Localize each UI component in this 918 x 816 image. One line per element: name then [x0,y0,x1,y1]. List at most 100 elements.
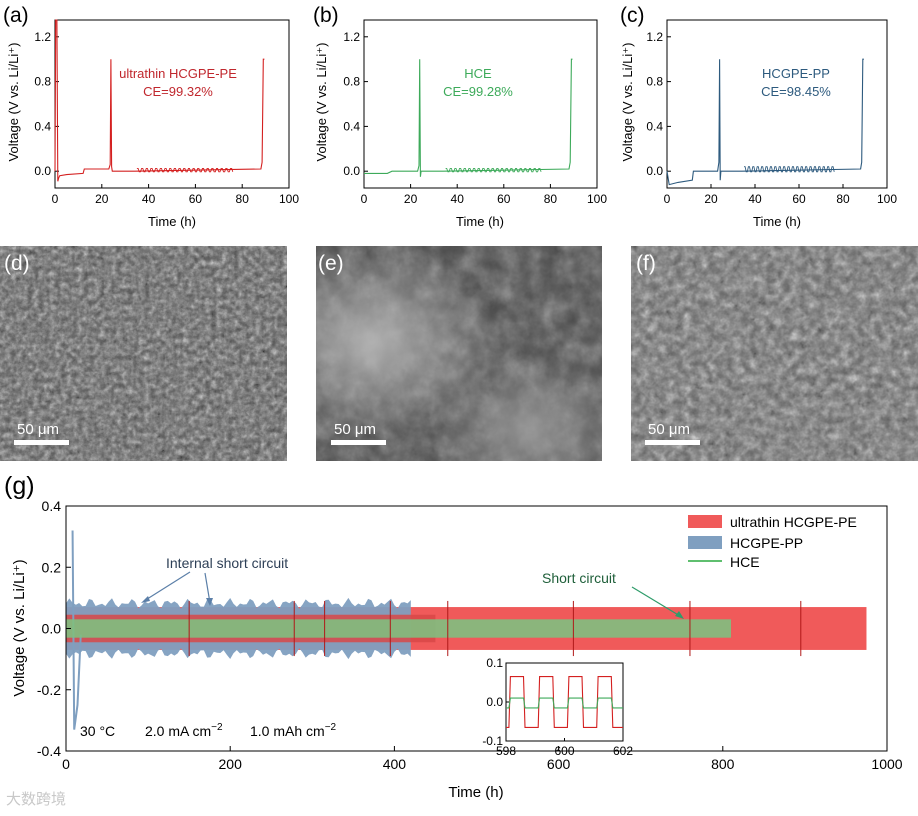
scale-bar-e [331,440,386,445]
inset-curve-pe [506,676,623,728]
annotation-a-line2: CE=99.32% [143,84,213,99]
voltage-curve-a [54,19,265,182]
y-tick-label-c-1: 0.4 [646,119,663,133]
condition-current-exponent: −2 [211,722,223,733]
scale-bar-label-f: 50 μm [648,421,690,438]
condition-temperature: 30 °C [80,723,115,739]
inset-y-tick-label-1: 0.0 [486,695,503,709]
condition-capacity-exponent: −2 [325,722,337,733]
condition-capacity-text: 1.0 mAh cm [250,723,325,739]
x-tick-label-b-2: 40 [451,192,465,206]
x-axis-title-g: Time (h) [448,784,503,801]
annotation-b-line2: CE=99.28% [443,84,513,99]
legend-label-hce: HCE [730,554,760,570]
ticks-b: 0 20 40 60 80 100 0.0 0.4 0.8 1.2 [343,30,607,206]
panel-g: (g) Voltage (V vs. Li/Li⁺) 0 200 400 600 800… [4,472,903,801]
sem-e-bright-region-2 [316,246,602,461]
annotation-short-circuit: Short circuit [542,570,616,586]
y-axis-label-c: Voltage (V vs. Li/Li⁺) [620,43,635,162]
panel-label-f: (f) [636,252,656,275]
y-axis-title-b: Voltage (V vs. Li/Li⁺) [314,43,329,162]
panel-label-d: (d) [4,252,30,275]
cycling-oscillation-c [744,166,835,173]
annotation-a-line1: ultrathin HCGPE-PE [119,66,237,81]
x-tick-label-b-1: 20 [404,192,418,206]
y-tick-label-b-2: 0.8 [343,75,360,89]
y-tick-label-g-1: -0.2 [37,682,61,698]
panel-c: (c) Voltage (V vs. Li/Li⁺) 0 20 40 60 80 1000… [620,4,897,229]
condition-current: 2.0 mA cm−2 [145,722,223,739]
y-axis-title-g: Voltage (V vs. Li/Li⁺) [11,559,28,696]
legend-g: ultrathin HCGPE-PE HCGPE-PP HCE [688,514,857,570]
x-axis-title-c: Time (h) [753,214,801,229]
inset-x-tick-label-0: 598 [496,744,516,758]
ticks-g: 0 200 400 600 800 1000 -0.4 -0.2 0.0 0.2 0.4 [37,498,903,772]
y-tick-label-a-1: 0.4 [34,119,51,133]
x-tick-label-a-5: 100 [279,192,299,206]
inset-y-tick-label-2: 0.1 [486,656,503,670]
legend-swatch-hce [688,560,722,562]
panel-label-b: (b) [313,4,339,27]
scale-bar-label-e: 50 μm [334,421,376,438]
x-tick-label-c-3: 60 [792,192,806,206]
sem-image-e: (e) 50 μm [316,246,602,461]
inset-y-tick-label-0: -0.1 [482,734,503,748]
y-tick-label-b-3: 1.2 [343,30,360,44]
voltage-curve-c [666,58,864,186]
cycling-oscillation-b [445,167,542,173]
annotation-internal-short: Internal short circuit [166,555,288,571]
x-tick-label-c-4: 80 [836,192,850,206]
panel-b: (b) Voltage (V vs. Li/Li⁺) 0 20 40 60 80 1000… [313,4,607,229]
y-tick-label-c-3: 1.2 [646,30,663,44]
y-axis-label-b: Voltage (V vs. Li/Li⁺) [314,43,329,162]
scale-bar-d [14,440,69,445]
x-tick-label-a-0: 0 [52,192,59,206]
legend-label-pe: ultrathin HCGPE-PE [730,514,857,530]
inset-frame [505,662,624,742]
plot-frame-a [54,19,290,189]
x-tick-label-c-5: 100 [877,192,897,206]
y-tick-label-a-0: 0.0 [34,164,51,178]
x-axis-title-a: Time (h) [148,214,196,229]
y-tick-label-g-2: 0.0 [42,621,62,637]
x-tick-label-g-1: 200 [219,756,243,772]
panel-label-c: (c) [620,4,645,27]
voltage-bands-g [66,530,867,730]
inset-x-tick-label-2: 602 [613,744,633,758]
legend-label-pp: HCGPE-PP [730,535,803,551]
y-tick-label-b-0: 0.0 [343,164,360,178]
inset-g: 598 600 602 -0.1 0.0 0.1 [482,656,633,758]
arrowhead-short-circuit [675,611,684,619]
plot-frame-c [666,19,888,189]
ticks-a: 0 20 40 60 80 100 0.0 0.4 0.8 1.2 [34,30,299,206]
arrow-short-circuit [631,586,681,617]
oscillation-trace-a [136,167,234,173]
x-tick-label-a-1: 20 [95,192,109,206]
y-axis-label-g: Voltage (V vs. Li/Li⁺) [11,559,28,696]
x-tick-label-g-5: 1000 [871,756,902,772]
x-axis-title-b: Time (h) [456,214,504,229]
condition-current-text: 2.0 mA cm [145,723,211,739]
inset-x-tick-label-1: 600 [554,744,574,758]
y-tick-label-a-3: 1.2 [34,30,51,44]
panel-label-g: (g) [4,472,35,500]
condition-capacity: 1.0 mAh cm−2 [250,722,337,739]
annotation-c-line1: HCGPE-PP [762,66,830,81]
x-tick-label-c-2: 40 [748,192,762,206]
x-tick-label-g-4: 800 [711,756,735,772]
band-hce [66,619,732,638]
sem-image-f: (f) 50 μm [631,246,918,461]
panel-label-a: (a) [3,4,29,27]
scale-bar-f [645,440,700,445]
panel-label-e: (e) [318,252,344,275]
x-tick-label-c-0: 0 [664,192,671,206]
arrowhead-internal-short-2 [206,598,213,606]
y-axis-title-c: Voltage (V vs. Li/Li⁺) [620,43,635,162]
panel-a: (a) Voltage (V vs. Li/Li⁺) 0 20 40 60 80 1000… [3,4,299,229]
cycling-oscillation-a [136,167,234,173]
plot-frame-b [363,19,598,189]
oscillation-trace-c [744,166,835,173]
conditions-text: 30 °C 2.0 mA cm−2 1.0 mAh cm−2 [80,722,337,739]
y-axis-label-a: Voltage (V vs. Li/Li⁺) [6,43,21,162]
